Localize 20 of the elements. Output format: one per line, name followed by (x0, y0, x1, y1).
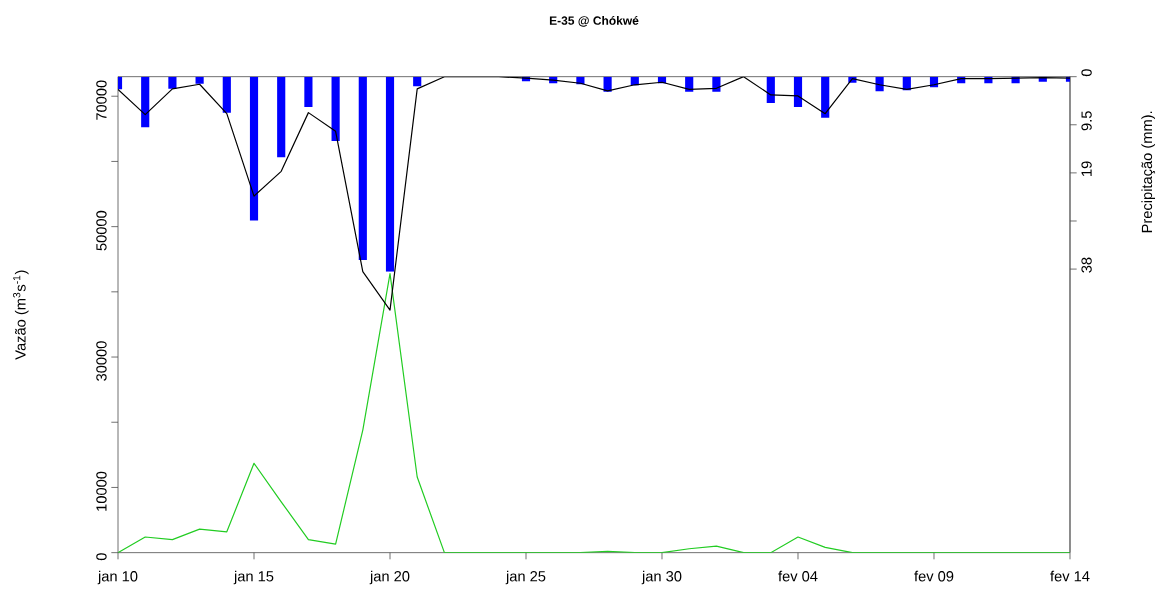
x-tick-label: jan 10 (97, 570, 138, 585)
x-tick-label: jan 20 (369, 570, 410, 585)
y-tick-label: 30000 (96, 341, 107, 381)
x-tick-label: fev 09 (914, 570, 954, 582)
x-tick-label: jan 30 (641, 570, 682, 585)
y2-tick-label: 19 (1081, 161, 1092, 176)
x-tick-label: jan 15 (233, 570, 274, 585)
x-tick-label: fev 04 (778, 570, 818, 582)
y-tick-label: 10000 (96, 471, 107, 511)
y2-axis-title: Precipitação (mm). (1141, 111, 1156, 233)
chart-title: E-35 @ Chókwé (549, 15, 639, 27)
y2-tick-label: 38 (1081, 257, 1092, 273)
y-axis-title: Vazão (m$^{3}$s$^{-1}$) (13, 270, 29, 360)
y-tick-label: 0 (96, 553, 107, 561)
x-tick-label: jan 25 (505, 570, 546, 585)
y-tick-label: 70000 (96, 80, 107, 120)
y2-tick-label: 9.5 (1081, 111, 1092, 131)
x-tick-label: fev 14 (1050, 570, 1090, 582)
y-tick-label: 50000 (96, 210, 107, 251)
y2-tick-label: 0 (1081, 69, 1092, 77)
